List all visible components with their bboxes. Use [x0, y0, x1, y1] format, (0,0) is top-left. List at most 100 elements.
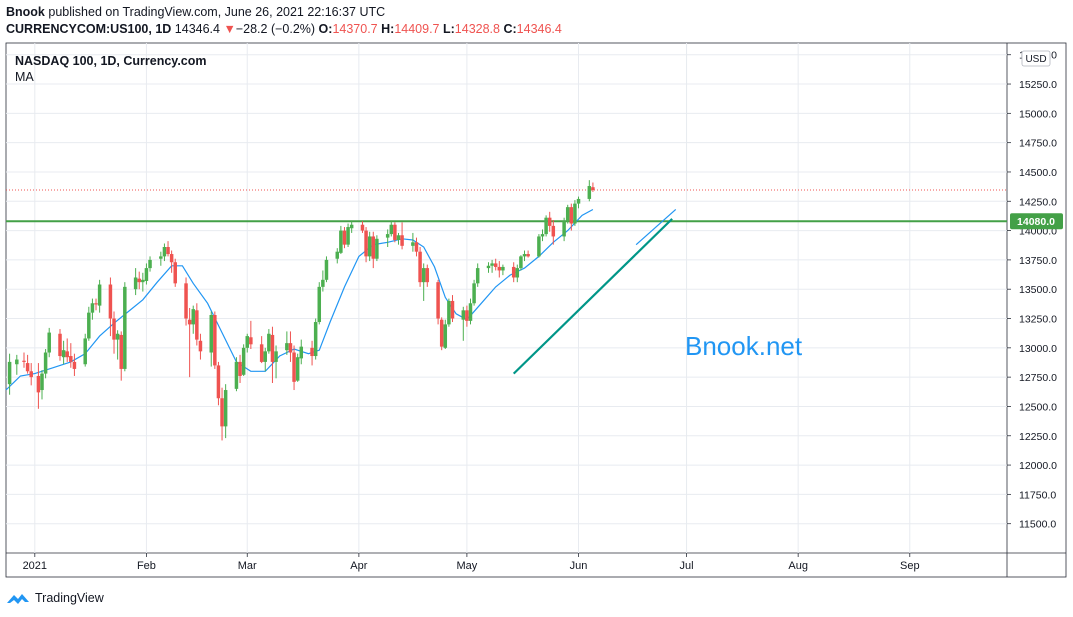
candle [375, 235, 379, 262]
candle [475, 263, 480, 287]
x-tick-label: Apr [350, 560, 367, 572]
candle [439, 317, 444, 351]
candle-body [234, 361, 239, 389]
candle [551, 220, 556, 245]
candle [29, 363, 33, 386]
y-tick-label: 13000.0 [1019, 343, 1057, 355]
footer-brand[interactable]: TradingView [35, 591, 104, 605]
candle-body [223, 390, 228, 427]
candle [94, 298, 98, 311]
candle [493, 258, 498, 271]
candle-body [414, 242, 419, 252]
candle [349, 221, 354, 233]
candle-body [115, 333, 120, 340]
candle [72, 353, 77, 376]
candle [238, 354, 242, 383]
y-tick-label: 14750.0 [1019, 138, 1057, 150]
candle [267, 329, 271, 354]
candle-body [144, 268, 149, 281]
candle [209, 311, 213, 367]
candle-body [288, 343, 293, 353]
candle-body [371, 236, 376, 259]
candle-body [61, 350, 66, 358]
publish-line: Bnook published on TradingView.com, June… [6, 5, 385, 19]
candle-body [321, 279, 325, 287]
indicator-label[interactable]: MA [15, 70, 34, 84]
candle [421, 263, 426, 301]
price-axis[interactable]: 11500.0 11750.0 12000.0 12250.0 12500.0 12750… [1007, 50, 1063, 531]
x-tick-label: Aug [788, 560, 808, 572]
candle-body [439, 319, 444, 347]
time-axis[interactable]: 2021 Feb Mar Apr May Jun Jul Aug Sep [23, 553, 920, 572]
tradingview-logo-icon[interactable] [6, 590, 30, 606]
level-price-badge [1010, 213, 1063, 230]
candle-body [461, 310, 466, 320]
candle [173, 258, 177, 287]
candle-body [213, 315, 217, 366]
y-tick-label: 14250.0 [1019, 196, 1057, 208]
candle [339, 225, 343, 255]
candle-body [447, 300, 451, 325]
candle [591, 182, 595, 192]
candle-body [270, 334, 275, 362]
candle-body [346, 227, 350, 245]
candle-body [274, 351, 278, 362]
candle-body [342, 230, 347, 245]
candle [547, 211, 552, 232]
candle-body [299, 346, 304, 359]
candle-body [400, 235, 404, 246]
candle-body [418, 251, 422, 283]
symbol-label: CURRENCYCOM:US100, 1D [6, 22, 172, 36]
chart-border [5, 42, 1067, 578]
candle [69, 343, 73, 368]
candle [526, 250, 530, 258]
footer: TradingView [6, 590, 104, 606]
candle [245, 333, 249, 353]
candle [285, 331, 289, 355]
candle-body [522, 254, 527, 257]
candle-body [324, 259, 329, 280]
candle-body [191, 309, 195, 325]
candle [519, 255, 523, 271]
candle-body [90, 303, 95, 313]
candle [137, 271, 141, 290]
candle [562, 217, 566, 242]
candle-body [511, 266, 516, 278]
candle-body [15, 359, 19, 365]
candle-body [241, 347, 246, 375]
last-price: 14346.4 [174, 22, 220, 36]
candle [540, 229, 545, 242]
candle [544, 215, 548, 237]
candle-body [40, 373, 44, 391]
candle-body [65, 351, 69, 358]
candle-body [375, 238, 379, 259]
candle [43, 349, 48, 379]
candle [501, 264, 505, 276]
candle [166, 241, 170, 257]
candle-body [184, 283, 188, 319]
x-tick-label: May [457, 560, 478, 572]
candle [36, 363, 41, 409]
candle-body [220, 398, 224, 427]
y-tick-label: 12500.0 [1019, 401, 1057, 413]
open-label: O: [318, 22, 333, 36]
publisher-name[interactable]: Bnook [6, 5, 45, 19]
candle-body [450, 300, 455, 319]
candle [198, 333, 203, 360]
candle-body [576, 198, 581, 204]
candle [108, 277, 113, 337]
candle-body [123, 286, 127, 369]
candle [270, 326, 275, 383]
candle-body [540, 234, 545, 237]
candle-body [313, 322, 318, 357]
candle-body [169, 254, 174, 263]
candle [292, 345, 296, 391]
candle-body [551, 225, 556, 237]
candle-body [285, 343, 289, 351]
candle [223, 384, 228, 439]
candle-body [501, 266, 505, 271]
candle-body [310, 347, 314, 357]
currency-label: USD [1025, 54, 1046, 65]
candle [360, 221, 365, 233]
